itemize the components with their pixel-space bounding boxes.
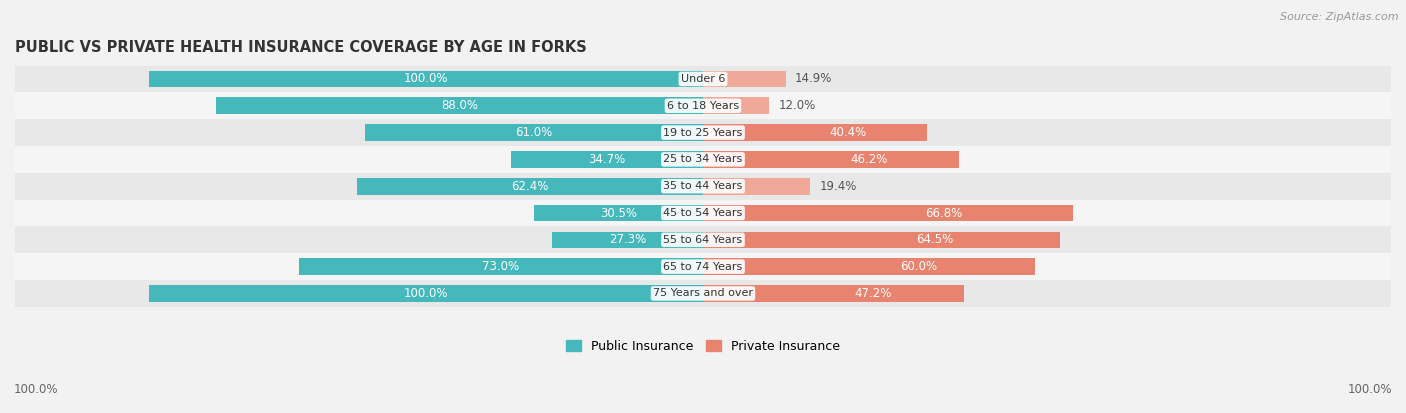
Bar [149,71,703,87]
Text: 14.9%: 14.9% [794,72,832,85]
Text: 40.4%: 40.4% [830,126,868,139]
Text: 12.0%: 12.0% [778,99,815,112]
Bar [357,178,703,195]
FancyBboxPatch shape [15,280,1391,307]
Text: 88.0%: 88.0% [441,99,478,112]
Legend: Public Insurance, Private Insurance: Public Insurance, Private Insurance [561,335,845,358]
Text: 19 to 25 Years: 19 to 25 Years [664,128,742,138]
Bar [703,232,1060,248]
Bar [703,178,810,195]
Text: 27.3%: 27.3% [609,233,645,246]
Text: 100.0%: 100.0% [1347,384,1392,396]
Bar [298,258,703,275]
Bar [551,232,703,248]
Text: 100.0%: 100.0% [404,287,449,300]
Text: 73.0%: 73.0% [482,260,519,273]
Text: 34.7%: 34.7% [588,153,626,166]
Bar [703,258,1035,275]
FancyBboxPatch shape [15,146,1391,173]
Bar [703,205,1073,221]
Text: PUBLIC VS PRIVATE HEALTH INSURANCE COVERAGE BY AGE IN FORKS: PUBLIC VS PRIVATE HEALTH INSURANCE COVER… [15,40,586,55]
Text: 47.2%: 47.2% [855,287,891,300]
FancyBboxPatch shape [15,66,1391,93]
Text: Source: ZipAtlas.com: Source: ZipAtlas.com [1281,12,1399,22]
Text: 46.2%: 46.2% [851,153,889,166]
Text: 55 to 64 Years: 55 to 64 Years [664,235,742,245]
Text: 60.0%: 60.0% [900,260,938,273]
Text: 19.4%: 19.4% [820,180,856,193]
Text: 61.0%: 61.0% [516,126,553,139]
Text: 65 to 74 Years: 65 to 74 Years [664,261,742,272]
Text: 66.8%: 66.8% [925,206,962,219]
Text: 64.5%: 64.5% [917,233,953,246]
FancyBboxPatch shape [15,119,1391,146]
FancyBboxPatch shape [15,199,1391,226]
Bar [215,97,703,114]
Bar [149,285,703,302]
Bar [703,97,769,114]
Text: 75 Years and over: 75 Years and over [652,288,754,299]
Text: 30.5%: 30.5% [600,206,637,219]
Bar [703,71,786,87]
Text: 25 to 34 Years: 25 to 34 Years [664,154,742,164]
Bar [703,124,927,141]
Bar [510,151,703,168]
Text: 35 to 44 Years: 35 to 44 Years [664,181,742,191]
Text: 45 to 54 Years: 45 to 54 Years [664,208,742,218]
Text: 6 to 18 Years: 6 to 18 Years [666,101,740,111]
Bar [703,285,965,302]
FancyBboxPatch shape [15,93,1391,119]
Text: 62.4%: 62.4% [512,180,548,193]
FancyBboxPatch shape [15,173,1391,199]
FancyBboxPatch shape [15,226,1391,253]
Bar [366,124,703,141]
Bar [534,205,703,221]
FancyBboxPatch shape [15,253,1391,280]
Bar [703,151,959,168]
Text: Under 6: Under 6 [681,74,725,84]
Text: 100.0%: 100.0% [14,384,59,396]
Text: 100.0%: 100.0% [404,72,449,85]
